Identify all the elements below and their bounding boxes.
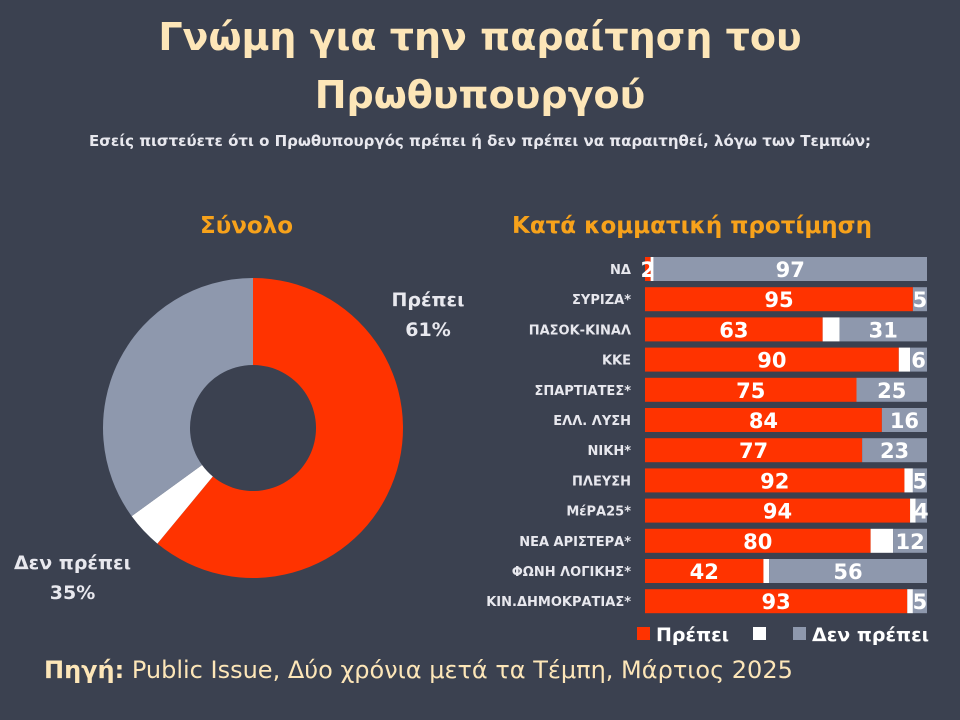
data-label: 77 [739,439,768,463]
legend-label-no: Δεν πρέπει [812,624,929,646]
bar-segment-no [839,317,927,342]
bar-segment-yes [645,287,913,312]
data-label: 16 [890,409,919,433]
pie-label-yes-name: Πρέπει [391,289,465,311]
data-label: 84 [749,409,778,433]
bar-segment-other [898,347,911,372]
bar-segment-yes [645,317,823,342]
chart-title-line2: Πρωθυπουργού [314,73,646,117]
data-label: 56 [833,560,862,584]
pie-label-no-name: Δεν πρέπει [13,552,132,574]
bar-segment-no [769,559,927,583]
source-text: Public Issue, Δύο χρόνια μετά τα Τέμπη, … [131,656,793,684]
bar-segment-other [910,498,916,523]
bar-segment-no [862,438,927,463]
data-label: 25 [877,379,906,403]
pie-label-yes: Πρέπει 61% [378,285,478,345]
bar-segment-no [856,377,927,402]
bar-segment-other [870,528,894,553]
data-label: 6 [911,349,926,373]
category-label: ΠΑΣΟΚ-ΚΙΝΑΛ [529,323,631,338]
data-label: 4 [914,500,929,524]
bar-segment-no [893,528,927,553]
chart-title-line1: Γνώμη για την παραίτηση του [158,15,802,59]
pie-chart-title: Σύνολο [200,213,294,239]
data-label: 75 [736,379,765,403]
bar-segment-no [912,468,927,493]
pie-label-no-value: 35% [49,582,96,604]
data-label: 5 [913,469,928,493]
category-label: ΣΠΑΡΤΙΑΤΕΣ* [534,384,631,399]
bar-segment-no [653,257,927,281]
pie-label-yes-value: 61% [405,319,451,341]
legend-swatch-other [753,627,766,640]
chart-subtitle: Εσείς πιστεύετε ότι ο Πρωθυπουργός πρέπε… [88,132,872,150]
pie-slice-no [102,278,254,517]
bar-segment-yes [645,347,899,372]
pie-slice-yes [157,278,403,578]
category-label: ΜέΡΑ25* [566,505,631,520]
category-label: ΚΙΝ.ΔΗΜΟΚΡΑΤΙΑΣ* [486,595,631,610]
data-label: 90 [757,349,786,373]
legend-label-yes: Πρέπει [656,624,729,646]
pie-slice-other [131,465,213,544]
category-label: ΣΥΡΙΖΑ* [572,293,631,308]
data-label: 12 [895,530,924,554]
bar-segment-no [915,498,927,523]
bar-segment-yes [645,468,905,493]
source-label: Πηγή: [44,656,125,684]
bar-segment-other [904,468,913,493]
data-label: 95 [764,288,793,312]
chart-title: Γνώμη για την παραίτηση του Πρωθυπουργού [0,8,960,124]
bar-segment-no [912,589,927,614]
data-label: 5 [913,288,928,312]
bar-segment-yes [645,377,857,402]
bar-segment-other [763,559,770,583]
pie-label-no: Δεν πρέπει 35% [0,548,145,608]
bar-segment-no [912,287,927,312]
legend-swatch-yes [637,627,650,640]
legend-swatch-no [793,627,806,640]
data-label: 94 [763,500,792,524]
data-label: 93 [762,590,791,614]
data-label: 31 [869,318,898,342]
bar-segment-other [650,257,654,281]
data-label: 5 [913,590,928,614]
bar-segment-yes [645,498,911,523]
category-label: ΚΚΕ [602,354,631,369]
category-label: ΦΩΝΗ ΛΟΓΙΚΗΣ* [512,565,631,580]
category-label: ΠΛΕΥΣΗ [572,474,631,489]
bar-segment-yes [645,589,908,614]
bar-segment-no [881,408,927,432]
bar-segment-other [822,317,840,342]
legend: Πρέπει Δεν πρέπει [637,624,929,646]
data-label: 92 [760,469,789,493]
category-label: ΝΔ [610,263,631,278]
data-label: 63 [719,318,748,342]
donut-chart [102,278,403,578]
bar-segment-no [910,347,927,372]
data-label: 80 [743,530,772,554]
source-note: Πηγή: Public Issue, Δύο χρόνια μετά τα Τ… [44,656,793,684]
data-label: 97 [776,258,805,282]
bar-segment-yes [645,408,882,432]
bar-segment-other [907,589,913,614]
category-label: ΝΙΚΗ* [588,444,632,459]
bar-segment-yes [645,559,764,583]
bar-segment-yes [645,528,871,553]
data-label: 42 [690,560,719,584]
bar-segment-yes [645,438,863,463]
category-label: ΕΛΛ. ΛΥΣΗ [553,414,631,429]
data-label: 23 [880,439,909,463]
category-label: ΝΕΑ ΑΡΙΣΤΕΡΑ* [519,535,631,550]
bar-chart-title: Κατά κομματική προτίμηση [512,213,872,239]
bar-segment-yes [645,257,651,281]
